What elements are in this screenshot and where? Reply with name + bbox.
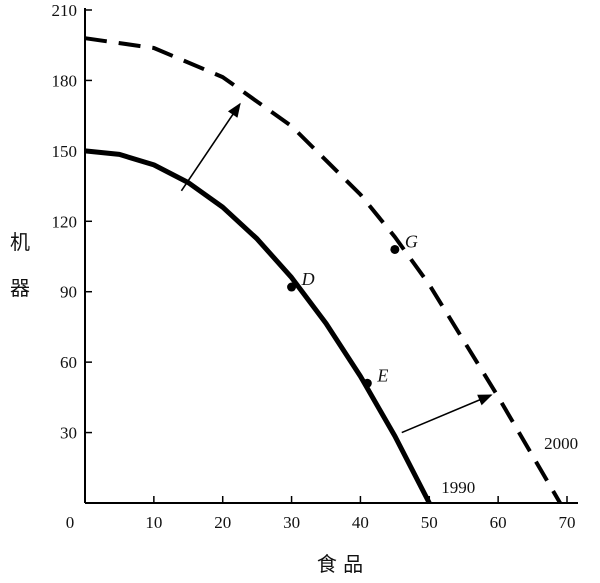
- x-tick-label: 60: [490, 513, 507, 532]
- shift-arrow: [401, 394, 493, 434]
- series-label-2000: 2000: [544, 434, 578, 453]
- origin-label: 0: [66, 513, 75, 532]
- x-ticks: 10 20 30 40 50 60 70: [145, 496, 576, 532]
- point-E: [362, 378, 372, 388]
- x-axis-title: 食 品: [317, 552, 363, 576]
- y-tick-label: 210: [52, 1, 78, 20]
- y-axis-title-char-1: 机: [10, 230, 30, 254]
- x-tick-label: 10: [145, 513, 162, 532]
- point-D: [287, 282, 297, 292]
- point-label-G: G: [405, 231, 418, 251]
- series-line-2000: [84, 36, 562, 505]
- y-tick-label: 120: [52, 212, 78, 231]
- series-label-1990: 1990: [441, 478, 475, 497]
- y-tick-label: 90: [60, 283, 77, 302]
- arrow-layer: [180, 102, 493, 434]
- y-tick-label: 150: [52, 142, 78, 161]
- axes: [84, 8, 578, 504]
- series-line-1990: [84, 148, 432, 505]
- x-tick-label: 50: [421, 513, 438, 532]
- x-tick-label: 40: [352, 513, 369, 532]
- y-tick-label: 180: [52, 71, 78, 90]
- y-ticks: 30 60 90 120 150 180 210: [52, 1, 92, 443]
- series-layer: 1990 2000: [84, 36, 578, 505]
- x-tick-label: 70: [559, 513, 576, 532]
- point-label-E: E: [376, 365, 388, 385]
- x-tick-label: 20: [214, 513, 231, 532]
- shift-arrow: [180, 102, 241, 192]
- point-G: [390, 244, 400, 254]
- points-layer: D E G: [287, 231, 418, 388]
- point-label-D: D: [301, 269, 315, 289]
- x-tick-label: 30: [283, 513, 300, 532]
- y-axis-title-char-2: 器: [10, 276, 30, 300]
- y-tick-label: 60: [60, 353, 77, 372]
- y-tick-label: 30: [60, 424, 77, 443]
